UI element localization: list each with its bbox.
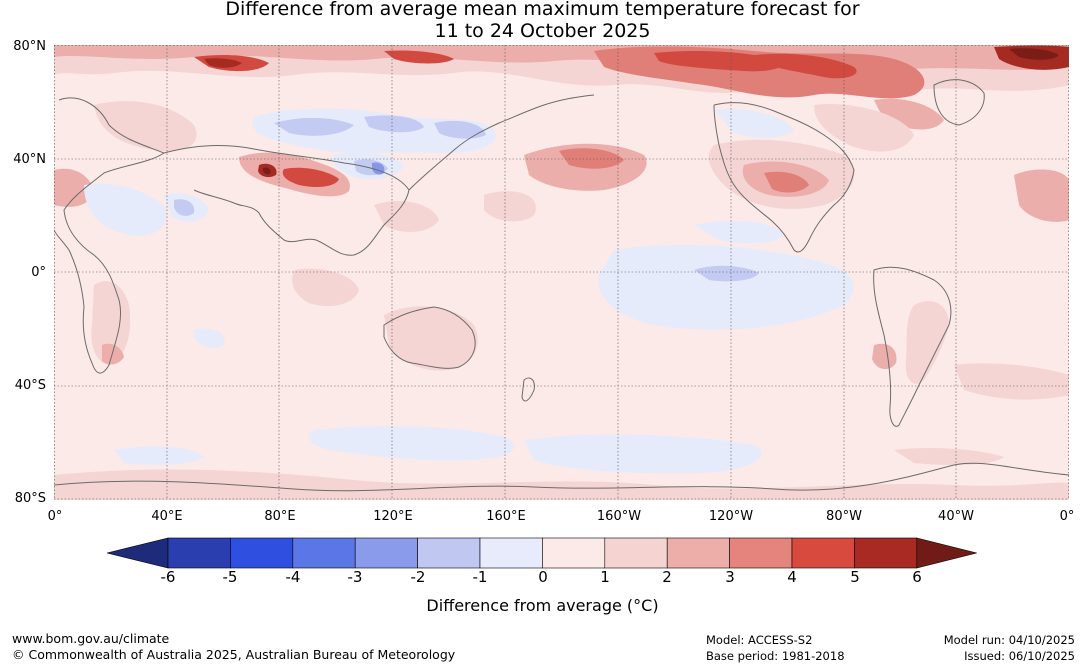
colorbar-tick: 6	[912, 568, 922, 586]
footer-website: www.bom.gov.au/climate	[12, 631, 170, 646]
lon-label-120w: 120°W	[708, 509, 754, 524]
colorbar-tick: -1	[472, 568, 488, 586]
colorbar-swatch	[729, 537, 793, 569]
coast-east-asia	[408, 94, 595, 191]
chart-title-line-1: Difference from average mean maximum tem…	[225, 0, 860, 20]
colorbar-swatch	[666, 537, 730, 569]
lon-label-120e: 120°E	[373, 509, 413, 524]
colorbar-tick: -4	[285, 568, 301, 586]
australia-anomalies	[194, 268, 478, 371]
colorbar-label: Difference from average (°C)	[426, 596, 659, 615]
africa-europe-anomalies	[54, 168, 209, 365]
coast-north-america	[713, 102, 855, 253]
colorbar-tick: 0	[538, 568, 548, 586]
lon-label-0-right: 0°	[1059, 509, 1075, 524]
colorbar-swatch	[479, 537, 543, 569]
equatorial-pacific-cool	[598, 220, 854, 330]
lon-label-160e: 160°E	[486, 509, 526, 524]
footer-model: Model: ACCESS-S2	[706, 633, 813, 647]
lon-label-40w: 40°W	[938, 509, 974, 524]
north-america-anomalies	[708, 104, 1069, 222]
colorbar-tick: -6	[160, 568, 176, 586]
lat-label-40s: 40°S	[14, 378, 46, 393]
arctic-warm-band	[54, 45, 1069, 130]
temperature-anomaly-map	[54, 45, 1069, 500]
colorbar-swatch	[542, 537, 606, 569]
colorbar-swatch	[354, 537, 418, 569]
footer-issued: Issued: 06/10/2025	[964, 649, 1075, 663]
coast-greenland	[933, 79, 985, 126]
coast-europe-africa	[54, 97, 166, 374]
lat-label-80n: 80°N	[13, 39, 46, 54]
footer-base-period: Base period: 1981-2018	[706, 649, 845, 663]
coast-antarctica	[54, 462, 1069, 492]
colorbar-tick: -5	[222, 568, 238, 586]
colorbar-swatch	[167, 537, 231, 569]
colorbar-high-extension	[916, 537, 977, 569]
lon-label-40e: 40°E	[151, 509, 183, 524]
footer-model-run: Model run: 04/10/2025	[943, 633, 1075, 647]
colorbar-tick: 4	[787, 568, 797, 586]
coast-asia	[163, 145, 410, 256]
lon-label-160w: 160°W	[596, 509, 642, 524]
colorbar-swatch	[791, 537, 855, 569]
chart-title-line-2: 11 to 24 October 2025	[434, 20, 651, 42]
graticule	[54, 45, 1069, 500]
lat-label-equator: 0°	[31, 265, 46, 280]
colorbar-tick: -2	[410, 568, 426, 586]
central-asia-hotspot	[239, 152, 350, 197]
north-pacific-warm	[374, 143, 647, 232]
coast-south-america	[873, 266, 952, 427]
lon-label-80w: 80°W	[826, 509, 862, 524]
colorbar	[106, 537, 977, 569]
colorbar-swatch	[854, 537, 918, 569]
lat-label-40n: 40°N	[13, 152, 46, 167]
colorbar-swatch	[292, 537, 356, 569]
southern-ocean-anomalies	[54, 425, 1069, 500]
colorbar-tick: -3	[347, 568, 363, 586]
colorbar-tick: 5	[850, 568, 860, 586]
lon-label-0-left: 0°	[47, 509, 63, 524]
colorbar-swatch	[604, 537, 668, 569]
lon-label-80e: 80°E	[264, 509, 296, 524]
footer-copyright: © Commonwealth of Australia 2025, Austra…	[12, 647, 456, 662]
coastlines	[54, 79, 1069, 492]
coast-australia	[383, 306, 476, 369]
south-america-anomalies	[872, 301, 1069, 400]
colorbar-low-extension	[106, 537, 169, 569]
colorbar-tick: 2	[662, 568, 672, 586]
eurasia-anomalies	[94, 101, 496, 180]
coast-new-zealand	[521, 377, 535, 402]
colorbar-swatch	[417, 537, 481, 569]
lat-label-80s: 80°S	[14, 491, 46, 506]
colorbar-tick: 3	[725, 568, 735, 586]
colorbar-swatch	[230, 537, 294, 569]
colorbar-tick: 1	[600, 568, 610, 586]
